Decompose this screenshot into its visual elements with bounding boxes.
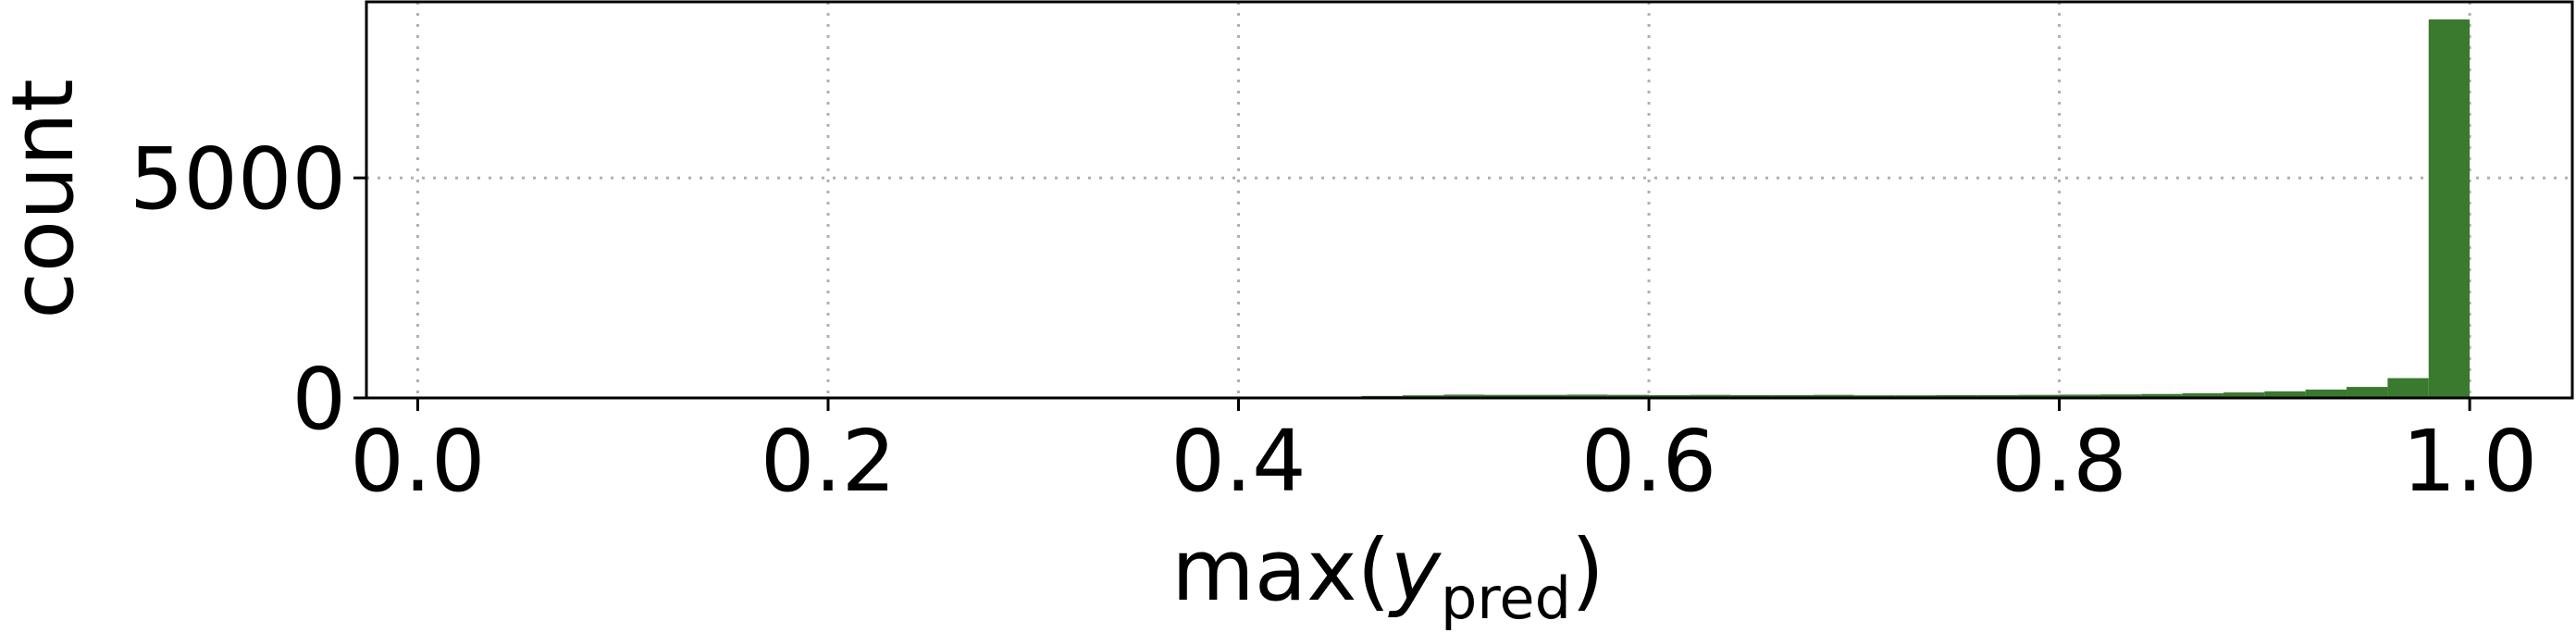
histogram-bar — [2264, 391, 2306, 398]
histogram-bar — [1567, 394, 1608, 398]
x-tick-label: 0.6 — [1581, 412, 1716, 511]
y-axis-ticks: 0 5000 — [130, 130, 366, 449]
histogram-bar — [2018, 394, 2060, 398]
x-axis-label-subscript: pred — [1441, 565, 1571, 632]
histogram-bar — [1484, 394, 1526, 398]
y-tick-label: 5000 — [130, 130, 346, 229]
x-axis-label-var: y — [1388, 521, 1443, 620]
histogram-bars — [1197, 19, 2471, 399]
histogram-bar — [1525, 394, 1567, 398]
y-tick-label: 0 — [291, 350, 346, 449]
y-axis-label: count — [0, 79, 93, 319]
plot-frame — [365, 0, 2574, 400]
x-tick-label: 0.4 — [1170, 412, 1306, 511]
histogram-bar — [1976, 394, 2019, 398]
histogram-bar — [1813, 394, 1854, 398]
histogram-bar — [1936, 394, 1977, 398]
histogram-bar — [1649, 394, 1690, 398]
histogram-bar — [1730, 394, 1773, 398]
histogram-bar — [2428, 19, 2471, 399]
histogram-bar — [1443, 394, 1485, 398]
histogram-bar — [1690, 394, 1731, 398]
histogram-bar — [2387, 378, 2429, 398]
x-tick-label: 0.0 — [350, 412, 485, 511]
histogram-bar — [2347, 387, 2388, 398]
x-tick-label: 1.0 — [2402, 412, 2537, 511]
histogram-bar — [2099, 394, 2142, 398]
histogram-bar — [2305, 389, 2347, 398]
histogram-bar — [2223, 392, 2265, 398]
x-axis-ticks: 0.0 0.2 0.4 0.6 0.8 1.0 — [350, 398, 2537, 511]
x-tick-label: 0.2 — [761, 412, 896, 511]
histogram-bar — [1607, 394, 1650, 398]
grid-lines — [366, 2, 2572, 400]
x-tick-label: 0.8 — [1991, 412, 2126, 511]
x-axis-label-main: max( — [1171, 521, 1390, 620]
histogram-bar — [1772, 394, 1814, 398]
x-axis-label: max(ypred) — [1171, 521, 1604, 632]
x-axis-label-close: ) — [1571, 521, 1604, 620]
histogram-bar — [2059, 394, 2100, 398]
histogram-bar — [2182, 393, 2223, 398]
histogram-bar — [2141, 393, 2183, 398]
